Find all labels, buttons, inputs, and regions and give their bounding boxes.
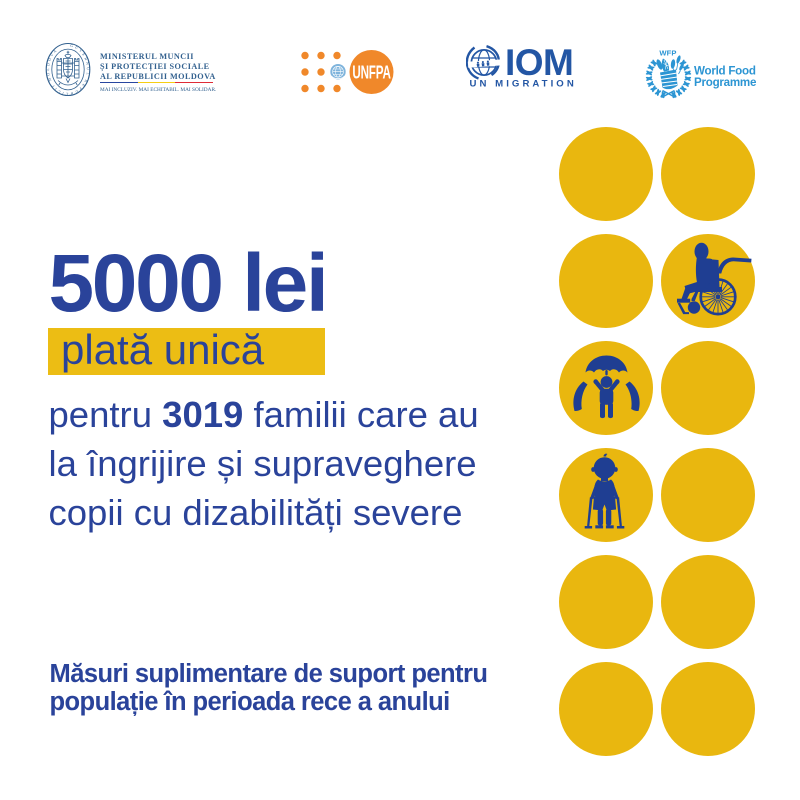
description-line2: la îngrijire și supraveghere [48,442,477,484]
payment-type-highlight: plată unică [48,328,325,375]
un-emblem-icon [330,64,346,80]
support-note: Măsuri suplimentare de suport pentru pop… [50,660,488,716]
grid-circle [559,234,653,328]
ministry-logo: GUVERNUL REPUBLICII MOLDOVA MINISTERUL M… [45,42,220,98]
circle-grid [559,127,755,756]
wfp-acronym: WFP [659,49,676,58]
support-note-line2: populație în perioada rece a anului [49,687,451,716]
grid-circle [661,662,755,756]
support-note-line1: Măsuri suplimentare de suport pentru [49,659,488,688]
ministry-seal-icon: GUVERNUL REPUBLICII MOLDOVA [45,42,91,97]
grid-circle-wheelchair-user [661,234,755,328]
wheelchair-user-icon [677,242,752,316]
grid-circle [559,662,653,756]
ministry-name-line1: MINISTERUL MUNCII [100,51,194,61]
flag-blue-segment [100,81,138,83]
wfp-emblem-icon [645,59,692,99]
child-with-canes-icon [584,453,625,528]
ministry-name-line2: ȘI PROTECȚIEI SOCIALE [100,61,210,71]
flag-red-segment [175,81,213,83]
ministry-tricolor-rule [100,81,213,83]
ministry-motto: MAI INCLUZIV. MAI ECHITABIL. MAI SOLIDAR… [100,86,217,93]
description-line1-pre: pentru [48,393,163,435]
payment-type-text: plată unică [61,326,265,374]
wfp-name-line1: World Food [694,65,756,78]
ministry-name-line3: AL REPUBLICII MOLDOVA [100,72,216,81]
ministry-name: MINISTERUL MUNCII ȘI PROTECȚIEI SOCIALE … [100,52,220,83]
amount-heading: 5000 lei [48,237,329,329]
wfp-logo: WFP [644,47,759,99]
wfp-logo-icon: WFP [645,49,757,99]
grid-circle-child-with-canes [559,448,653,542]
unfpa-logo: UNFPA [295,45,395,99]
grid-circle-child-umbrella-hands [559,341,653,435]
grid-circle [559,127,653,221]
flag-yellow-segment [137,81,176,83]
grid-circle [661,555,755,649]
iom-logo: IOM UN MIGRATION [465,42,578,90]
families-count: 3019 [162,393,244,435]
unfpa-logo-icon: UNFPA [301,50,394,94]
iom-wordmark: IOM [505,45,573,83]
grid-circle [661,448,755,542]
iom-logo-icon: IOM UN MIGRATION [465,42,577,90]
iom-subtitle: UN MIGRATION [470,79,577,90]
grid-circle [661,341,755,435]
wfp-hand-grain-icon [656,55,684,90]
description-line1-post: familii care au [243,393,479,435]
grid-circle [661,127,755,221]
child-umbrella-hands-icon [572,355,640,418]
unfpa-wordmark: UNFPA [352,63,390,83]
wfp-name-line2: Programme [694,76,757,89]
description-line1: pentru 3019 familii care au [49,390,479,439]
grid-circle [559,555,653,649]
description: pentru 3019 familii care au la îngrijire… [49,390,479,537]
description-line3: copii cu dizabilități severe [48,491,463,533]
